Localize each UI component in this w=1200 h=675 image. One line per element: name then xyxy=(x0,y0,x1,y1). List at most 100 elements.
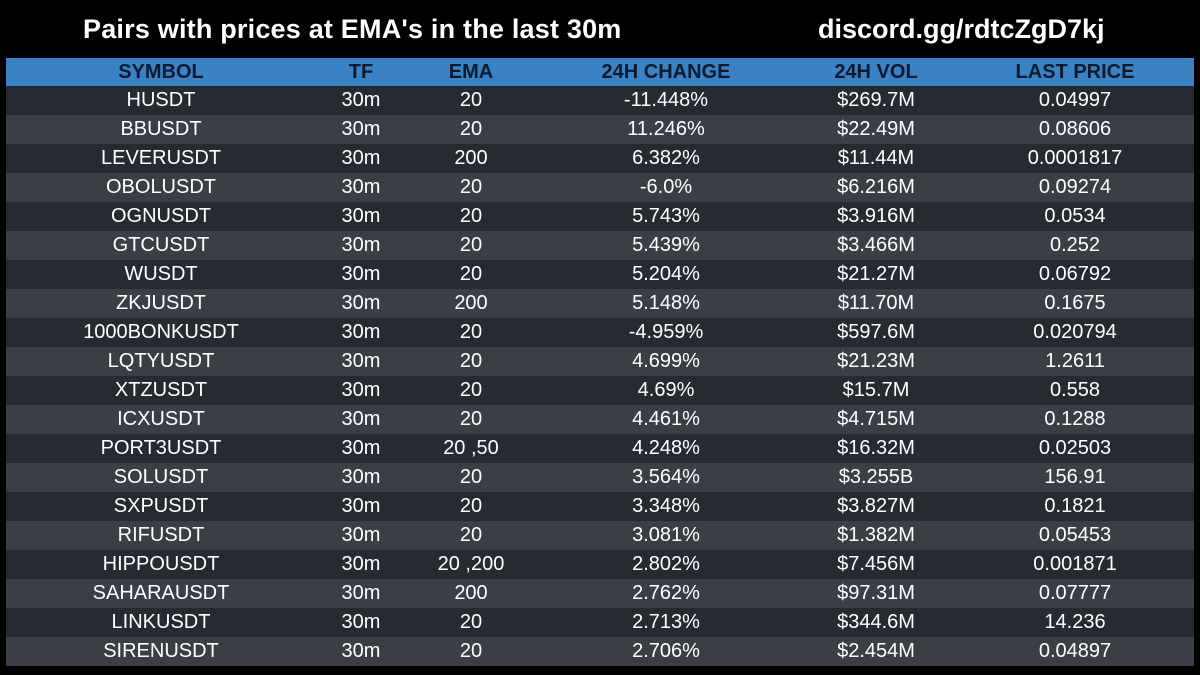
volume-cell: $3.916M xyxy=(796,202,956,231)
column-header-ema: EMA xyxy=(406,58,536,86)
price-cell: 0.0534 xyxy=(956,202,1194,231)
tf-cell: 30m xyxy=(316,347,406,376)
volume-cell: $16.32M xyxy=(796,434,956,463)
change-cell: 11.246% xyxy=(536,115,796,144)
ema-cell: 20 xyxy=(406,173,536,202)
symbol-cell: SXPUSDT xyxy=(6,492,316,521)
symbol-cell: SOLUSDT xyxy=(6,463,316,492)
table-row: SOLUSDT 30m 20 3.564% $3.255B 156.91 xyxy=(6,463,1194,492)
volume-cell: $11.70M xyxy=(796,289,956,318)
symbol-cell: PORT3USDT xyxy=(6,434,316,463)
change-cell: 5.204% xyxy=(536,260,796,289)
tf-cell: 30m xyxy=(316,463,406,492)
ema-cell: 20 xyxy=(406,318,536,347)
table-row: RIFUSDT 30m 20 3.081% $1.382M 0.05453 xyxy=(6,521,1194,550)
column-header-last-price: LAST PRICE xyxy=(956,58,1194,86)
volume-cell: $21.27M xyxy=(796,260,956,289)
volume-cell: $3.466M xyxy=(796,231,956,260)
price-cell: 0.1675 xyxy=(956,289,1194,318)
table-row: OGNUSDT 30m 20 5.743% $3.916M 0.0534 xyxy=(6,202,1194,231)
price-cell: 156.91 xyxy=(956,463,1194,492)
tf-cell: 30m xyxy=(316,434,406,463)
table-header-row: SYMBOL TF EMA 24H CHANGE 24H VOL LAST PR… xyxy=(6,58,1194,86)
ema-cell: 200 xyxy=(406,289,536,318)
column-header-symbol: SYMBOL xyxy=(6,58,316,86)
change-cell: -11.448% xyxy=(536,86,796,115)
symbol-cell: 1000BONKUSDT xyxy=(6,318,316,347)
change-cell: 2.713% xyxy=(536,608,796,637)
ema-cell: 20 xyxy=(406,86,536,115)
ema-cell: 200 xyxy=(406,144,536,173)
change-cell: 2.802% xyxy=(536,550,796,579)
symbol-cell: ZKJUSDT xyxy=(6,289,316,318)
table-row: GTCUSDT 30m 20 5.439% $3.466M 0.252 xyxy=(6,231,1194,260)
volume-cell: $7.456M xyxy=(796,550,956,579)
price-cell: 0.02503 xyxy=(956,434,1194,463)
volume-cell: $597.6M xyxy=(796,318,956,347)
price-cell: 0.252 xyxy=(956,231,1194,260)
ema-cell: 20 xyxy=(406,202,536,231)
price-cell: 14.236 xyxy=(956,608,1194,637)
column-header-24h-vol: 24H VOL xyxy=(796,58,956,86)
change-cell: -4.959% xyxy=(536,318,796,347)
tf-cell: 30m xyxy=(316,289,406,318)
ema-cell: 20 xyxy=(406,260,536,289)
symbol-cell: LQTYUSDT xyxy=(6,347,316,376)
discord-link[interactable]: discord.gg/rdtcZgD7kj xyxy=(818,14,1105,44)
ema-cell: 20 xyxy=(406,115,536,144)
tf-cell: 30m xyxy=(316,608,406,637)
table-row: LEVERUSDT 30m 200 6.382% $11.44M 0.0001817 xyxy=(6,144,1194,173)
ema-cell: 20 xyxy=(406,637,536,666)
symbol-cell: OGNUSDT xyxy=(6,202,316,231)
change-cell: 4.69% xyxy=(536,376,796,405)
tf-cell: 30m xyxy=(316,376,406,405)
price-cell: 0.09274 xyxy=(956,173,1194,202)
tf-cell: 30m xyxy=(316,550,406,579)
volume-cell: $15.7M xyxy=(796,376,956,405)
ema-cell: 20 xyxy=(406,608,536,637)
pairs-table: SYMBOL TF EMA 24H CHANGE 24H VOL LAST PR… xyxy=(6,58,1194,666)
volume-cell: $269.7M xyxy=(796,86,956,115)
column-header-tf: TF xyxy=(316,58,406,86)
tf-cell: 30m xyxy=(316,115,406,144)
tf-cell: 30m xyxy=(316,492,406,521)
symbol-cell: HUSDT xyxy=(6,86,316,115)
tf-cell: 30m xyxy=(316,86,406,115)
table-row: LQTYUSDT 30m 20 4.699% $21.23M 1.2611 xyxy=(6,347,1194,376)
ema-cell: 20 xyxy=(406,492,536,521)
price-cell: 0.1821 xyxy=(956,492,1194,521)
ema-cell: 20 xyxy=(406,376,536,405)
column-header-24h-change: 24H CHANGE xyxy=(536,58,796,86)
tf-cell: 30m xyxy=(316,521,406,550)
price-cell: 0.0001817 xyxy=(956,144,1194,173)
table-row: XTZUSDT 30m 20 4.69% $15.7M 0.558 xyxy=(6,376,1194,405)
symbol-cell: XTZUSDT xyxy=(6,376,316,405)
price-cell: 0.06792 xyxy=(956,260,1194,289)
price-cell: 0.04897 xyxy=(956,637,1194,666)
ema-cell: 20 xyxy=(406,231,536,260)
table-row: ICXUSDT 30m 20 4.461% $4.715M 0.1288 xyxy=(6,405,1194,434)
change-cell: 2.706% xyxy=(536,637,796,666)
volume-cell: $11.44M xyxy=(796,144,956,173)
tf-cell: 30m xyxy=(316,579,406,608)
symbol-cell: OBOLUSDT xyxy=(6,173,316,202)
table-body: HUSDT 30m 20 -11.448% $269.7M 0.04997 BBUSDT 30… xyxy=(6,86,1194,666)
change-cell: 3.564% xyxy=(536,463,796,492)
tf-cell: 30m xyxy=(316,318,406,347)
price-cell: 1.2611 xyxy=(956,347,1194,376)
table-row: HUSDT 30m 20 -11.448% $269.7M 0.04997 xyxy=(6,86,1194,115)
symbol-cell: SAHARAUSDT xyxy=(6,579,316,608)
symbol-cell: HIPPOUSDT xyxy=(6,550,316,579)
table-row: WUSDT 30m 20 5.204% $21.27M 0.06792 xyxy=(6,260,1194,289)
change-cell: 3.081% xyxy=(536,521,796,550)
volume-cell: $1.382M xyxy=(796,521,956,550)
price-cell: 0.001871 xyxy=(956,550,1194,579)
table-row: 1000BONKUSDT 30m 20 -4.959% $597.6M 0.020794 xyxy=(6,318,1194,347)
volume-cell: $21.23M xyxy=(796,347,956,376)
change-cell: 4.699% xyxy=(536,347,796,376)
symbol-cell: WUSDT xyxy=(6,260,316,289)
price-cell: 0.558 xyxy=(956,376,1194,405)
table-row: BBUSDT 30m 20 11.246% $22.49M 0.08606 xyxy=(6,115,1194,144)
change-cell: 5.439% xyxy=(536,231,796,260)
table-row: PORT3USDT 30m 20 ,50 4.248% $16.32M 0.02503 xyxy=(6,434,1194,463)
